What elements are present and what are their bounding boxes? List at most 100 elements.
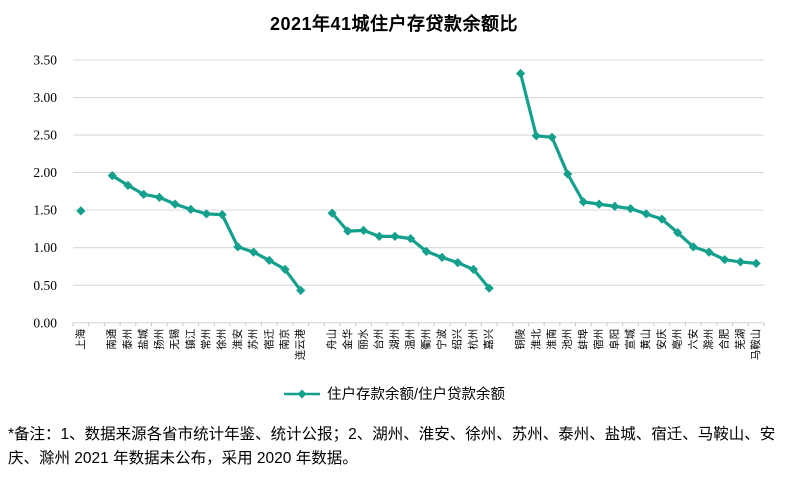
data-point-marker xyxy=(390,231,400,241)
data-point-marker xyxy=(563,169,573,179)
y-axis-tick-label: 0.00 xyxy=(33,315,57,330)
data-point-marker xyxy=(610,201,620,211)
x-axis-city-label: 宿州 xyxy=(592,329,605,350)
x-axis-city-label: 上海 xyxy=(74,328,87,349)
data-point-marker xyxy=(453,258,463,268)
data-point-marker xyxy=(421,246,431,256)
data-point-marker xyxy=(751,258,761,269)
x-axis-city-label: 连云港 xyxy=(294,328,307,360)
data-point-marker xyxy=(186,204,196,214)
y-axis-tick-label: 2.00 xyxy=(33,165,57,180)
data-point-marker xyxy=(468,264,479,275)
x-axis-city-label: 安庆 xyxy=(655,328,668,349)
data-point-marker xyxy=(437,252,447,263)
data-point-marker xyxy=(641,209,651,219)
x-axis-city-label: 苏州 xyxy=(247,329,260,350)
data-point-marker xyxy=(515,68,526,79)
data-point-marker xyxy=(107,170,117,181)
y-axis-tick-label: 3.00 xyxy=(33,90,57,105)
data-point-marker xyxy=(76,206,86,216)
y-axis-tick-label: 0.50 xyxy=(33,278,57,293)
x-axis-city-label: 台州 xyxy=(372,329,385,350)
data-point-marker xyxy=(374,231,384,241)
data-point-marker xyxy=(233,242,243,252)
data-point-marker xyxy=(484,283,494,293)
data-point-marker xyxy=(217,210,227,220)
data-point-marker xyxy=(154,192,164,202)
y-axis-tick-label: 2.50 xyxy=(33,128,57,143)
line-chart: 3.50 3.00 2.50 2.00 1.50 1.00 0.50 0.00 上海 南通 泰州 盐城… xyxy=(33,53,765,361)
x-axis-city-label: 宁波 xyxy=(435,328,448,349)
x-axis-city-label: 黄山 xyxy=(639,329,652,350)
y-axis-tick-label: 3.50 xyxy=(33,53,57,68)
x-axis-city-label: 蚌埠 xyxy=(576,328,589,349)
x-axis-city-label: 亳州 xyxy=(671,329,684,350)
x-axis-city-label: 南通 xyxy=(105,328,118,349)
x-axis-city-label: 六安 xyxy=(686,329,699,350)
x-axis-city-label: 铜陵 xyxy=(515,328,527,349)
footnote: *备注：1、数据来源各省市统计年鉴、统计公报；2、湖州、淮安、徐州、苏州、泰州、… xyxy=(8,426,776,467)
legend-label: 住户存款余额/住户贷款余额 xyxy=(326,387,506,403)
data-point-marker xyxy=(531,131,541,141)
data-point-marker xyxy=(249,247,259,257)
x-axis-city-label: 湖州 xyxy=(389,329,401,350)
x-axis-city-label: 镇江 xyxy=(184,328,197,349)
x-axis-city-label: 扬州 xyxy=(152,329,165,350)
data-point-marker xyxy=(123,180,133,190)
data-point-marker xyxy=(201,209,212,219)
y-axis-tick-label: 1.50 xyxy=(33,203,57,218)
data-point-marker xyxy=(657,214,667,224)
x-axis-city-label: 淮北 xyxy=(530,328,542,349)
data-point-marker xyxy=(673,228,683,238)
x-axis-city-label: 常州 xyxy=(199,329,212,350)
x-axis-city-label: 合肥 xyxy=(718,328,731,349)
x-axis-city-label: 南京 xyxy=(278,329,291,350)
x-axis-city-label: 衢州 xyxy=(420,329,432,350)
x-axis-city-label: 绍兴 xyxy=(451,329,464,350)
x-axis-city-label: 池州 xyxy=(561,329,574,350)
data-point-marker xyxy=(578,197,588,207)
chart-title: 2021年41城住户存贷款余额比 xyxy=(269,14,519,34)
data-point-marker xyxy=(343,226,353,236)
x-axis-city-label: 嘉兴 xyxy=(482,329,495,350)
series-line xyxy=(110,173,303,293)
x-axis-city-label: 温州 xyxy=(405,329,417,350)
data-point-marker xyxy=(704,247,714,257)
x-axis-city-label: 宣城 xyxy=(624,328,637,349)
x-axis-city-label: 盐城 xyxy=(137,328,150,349)
data-point-marker xyxy=(625,204,636,214)
x-axis-city-label: 宿迁 xyxy=(262,328,275,349)
data-point-marker xyxy=(264,255,274,266)
x-axis-city-label: 滁州 xyxy=(702,329,715,350)
data-point-marker xyxy=(547,132,557,142)
data-point-marker xyxy=(735,257,746,267)
x-axis-city-label: 金华 xyxy=(341,329,354,350)
legend: 住户存款余额/住户贷款余额 xyxy=(0,383,788,404)
data-point-marker xyxy=(406,234,416,244)
data-point-marker xyxy=(170,199,180,209)
data-point-marker xyxy=(296,285,306,296)
legend-line-marker-icon xyxy=(283,389,320,398)
x-axis-city-label: 徐州 xyxy=(215,329,228,350)
x-axis-city-label: 淮南 xyxy=(545,329,558,350)
data-point-marker xyxy=(327,208,337,218)
x-axis-city-label: 舟山 xyxy=(325,329,338,350)
x-axis-city-label: 马鞍山 xyxy=(749,329,762,361)
x-axis-city-label: 淮安 xyxy=(231,329,244,350)
data-point-marker xyxy=(594,199,604,209)
x-axis-city-label: 芜湖 xyxy=(733,329,746,350)
y-axis-tick-label: 1.00 xyxy=(33,240,57,255)
x-axis-city-label: 无锡 xyxy=(168,329,181,350)
x-axis-city-label: 泰州 xyxy=(121,329,134,350)
data-point-marker xyxy=(720,255,730,265)
data-point-marker xyxy=(688,242,698,252)
x-axis-city-label: 阜阳 xyxy=(608,329,621,350)
data-point-marker xyxy=(358,225,369,235)
data-point-marker xyxy=(280,264,290,275)
series-line xyxy=(518,71,758,266)
series-line xyxy=(330,211,491,290)
x-axis-city-label: 杭州 xyxy=(466,329,479,350)
x-axis-city-label: 丽水 xyxy=(358,328,370,349)
data-point-marker xyxy=(139,189,149,199)
